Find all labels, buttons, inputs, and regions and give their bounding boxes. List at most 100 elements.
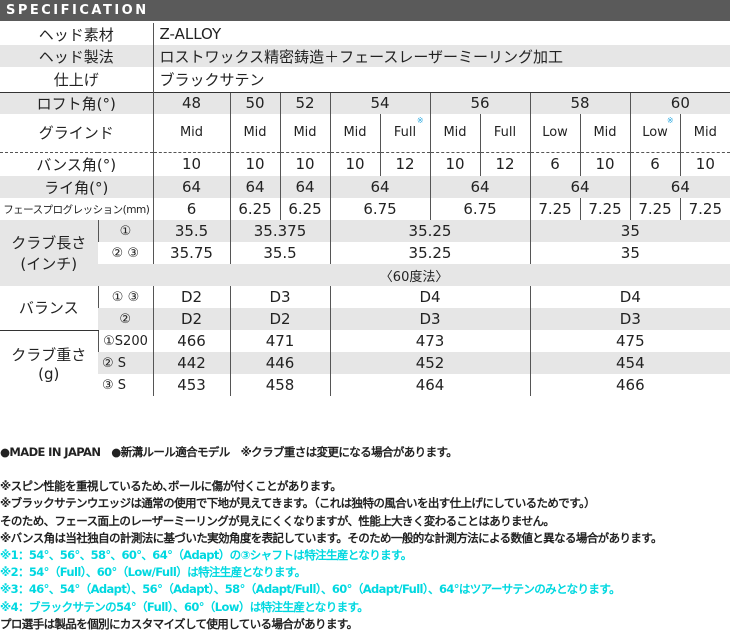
- table-cell: ※3：46°、54°（Adapt）、56°（Adapt）、58°（Adapt/F…: [0, 582, 621, 597]
- table-cell: 10: [329, 151, 381, 176]
- table-cell: バンス角(°): [0, 151, 154, 176]
- table-cell: 35.25: [329, 242, 531, 264]
- table-cell: Full: [479, 114, 531, 152]
- table-cell: 60: [629, 91, 730, 114]
- table-cell: Z-ALLOY: [152, 23, 730, 45]
- table-cell: 6.75: [429, 198, 531, 220]
- row-weight-1: クラブ重さ (g) ①S200 466 471 473 475: [0, 329, 730, 396]
- table-cell: ② ③: [98, 242, 154, 264]
- table-cell: クラブ長さ: [11, 234, 87, 252]
- table-cell: D3: [229, 286, 331, 308]
- row-face-progression: フェースプログレッション(mm) 6 6.25 6.25 6.75 6.75 7.25 7.…: [0, 198, 730, 220]
- table-cell: Low: [642, 125, 668, 141]
- table-cell: 64: [529, 176, 631, 198]
- table-cell: ロフト角(°): [0, 91, 154, 114]
- spec-table: ヘッド素材 Z-ALLOY ヘッド製法 ロストワックス精密鋳造＋フェースレーザーミー…: [0, 23, 730, 396]
- table-cell: 35.5: [229, 242, 331, 264]
- table-cell: 35.5: [152, 220, 231, 242]
- table-cell: Mid: [152, 114, 231, 152]
- footnotes: ●MADE IN JAPAN ●新溝ルール適合モデル ※クラブ重さは変更になる場…: [0, 444, 730, 633]
- table-cell: 48: [152, 91, 231, 114]
- table-cell: 6.75: [329, 198, 431, 220]
- table-cell: 64: [279, 176, 331, 198]
- table-cell: 10: [429, 151, 481, 176]
- table-cell: プロ選手は製品を個別にカスタマイズして使用している場合があります。: [0, 616, 358, 631]
- table-cell: 35: [529, 220, 730, 242]
- table-cell: 6.25: [279, 198, 331, 220]
- table-cell: 7.25: [529, 198, 581, 220]
- table-cell: ●MADE IN JAPAN ●新溝ルール適合モデル ※クラブ重さは変更になる場…: [0, 445, 458, 459]
- table-cell: 10: [679, 151, 730, 176]
- row-head-method: ヘッド製法 ロストワックス精密鋳造＋フェースレーザーミーリング加工: [0, 45, 730, 67]
- table-cell: 442: [152, 352, 231, 374]
- table-cell: ③ S: [98, 374, 154, 396]
- table-cell: 35.25: [329, 220, 531, 242]
- table-cell: ②: [98, 308, 154, 330]
- row-balance-1: バランス ① ③ D2 D3 D4 D4: [0, 286, 730, 330]
- table-cell: 446: [229, 352, 331, 374]
- table-cell: 35.375: [229, 220, 331, 242]
- table-cell: ロストワックス精密鋳造＋フェースレーザーミーリング加工: [152, 45, 730, 67]
- table-cell: 10: [279, 151, 331, 176]
- table-cell: ※ブラックサテンウエッジは通常の使用で下地が見えてきます。（これは独特の風合いを…: [0, 496, 596, 511]
- table-cell: 7.25: [579, 198, 631, 220]
- table-cell: 466: [529, 374, 730, 396]
- table-cell: 〈60度法〉: [98, 264, 730, 286]
- table-cell: 35.75: [152, 242, 231, 264]
- table-cell: (インチ): [20, 255, 78, 273]
- table-cell: フェースプログレッション(mm): [0, 198, 154, 220]
- table-cell: バランス: [0, 286, 98, 330]
- table-cell: ブラックサテン: [152, 67, 730, 92]
- table-cell: 50: [229, 91, 281, 114]
- table-cell: 12: [479, 151, 531, 176]
- table-cell: 64: [429, 176, 531, 198]
- row-length-1: クラブ長さ (インチ) ① 35.5 35.375 35.25 35: [0, 220, 730, 286]
- table-cell: 10: [579, 151, 631, 176]
- table-cell: ①: [97, 220, 154, 242]
- table-cell: 458: [229, 374, 331, 396]
- table-cell: ※バンス角は当社独自の計測法に基づいた実効角度を表記しています。そのため一般的な…: [0, 530, 663, 545]
- row-length-method: 〈60度法〉: [0, 264, 730, 286]
- table-cell: 454: [529, 352, 730, 374]
- table-cell: ① ③: [97, 286, 154, 308]
- row-balance-2: ② D2 D2 D3 D3: [0, 308, 730, 330]
- table-cell: 473: [329, 330, 531, 352]
- row-loft: ロフト角(°) 48 50 52 54 56 58 60: [0, 91, 730, 114]
- table-cell: 453: [152, 374, 231, 396]
- note-mark: ※: [416, 116, 424, 125]
- club-length-label: クラブ長さ (インチ): [0, 220, 98, 286]
- row-weight-2: ② S 442 446 452 454: [0, 352, 730, 374]
- row-finish: 仕上げ ブラックサテン: [0, 67, 730, 92]
- table-cell: Mid: [579, 114, 631, 152]
- table-cell: 6: [629, 151, 681, 176]
- table-cell: 7.25: [679, 198, 730, 220]
- table-cell: 6: [152, 198, 231, 220]
- table-cell: 56: [429, 91, 531, 114]
- table-cell: 64: [629, 176, 730, 198]
- table-cell: ヘッド素材: [0, 23, 154, 45]
- table-cell: Mid: [329, 114, 381, 152]
- table-cell: D2: [152, 286, 231, 308]
- table-cell: Mid: [429, 114, 481, 152]
- row-bounce: バンス角(°) 10 10 10 10 12 10 12 6 10 6 10: [0, 151, 730, 176]
- table-cell: 64: [152, 176, 231, 198]
- table-cell: D2: [229, 308, 331, 330]
- table-cell: Low: [529, 114, 581, 152]
- table-cell: ※1：54°、56°、58°、60°、64°（Adapt）の③シャフトは特注生産…: [0, 548, 412, 563]
- table-cell: D3: [329, 308, 531, 330]
- table-cell: ライ角(°): [0, 176, 154, 198]
- table-cell: D4: [529, 286, 730, 308]
- table-cell: 10: [229, 151, 281, 176]
- table-cell: 7.25: [629, 198, 681, 220]
- table-cell: ヘッド製法: [0, 45, 154, 67]
- table-cell: 52: [279, 91, 331, 114]
- table-cell: グラインド: [0, 114, 154, 152]
- table-cell: 仕上げ: [0, 67, 154, 92]
- table-cell: D2: [152, 308, 231, 330]
- table-cell: ※スピン性能を重視しているため､ボールに傷が付くことがあります。: [0, 479, 342, 494]
- table-cell: Mid: [229, 114, 281, 152]
- table-cell: 64: [229, 176, 281, 198]
- table-cell: 464: [329, 374, 531, 396]
- table-cell: 12: [379, 151, 431, 176]
- row-length-2: ② ③ 35.75 35.5 35.25 35: [0, 242, 730, 264]
